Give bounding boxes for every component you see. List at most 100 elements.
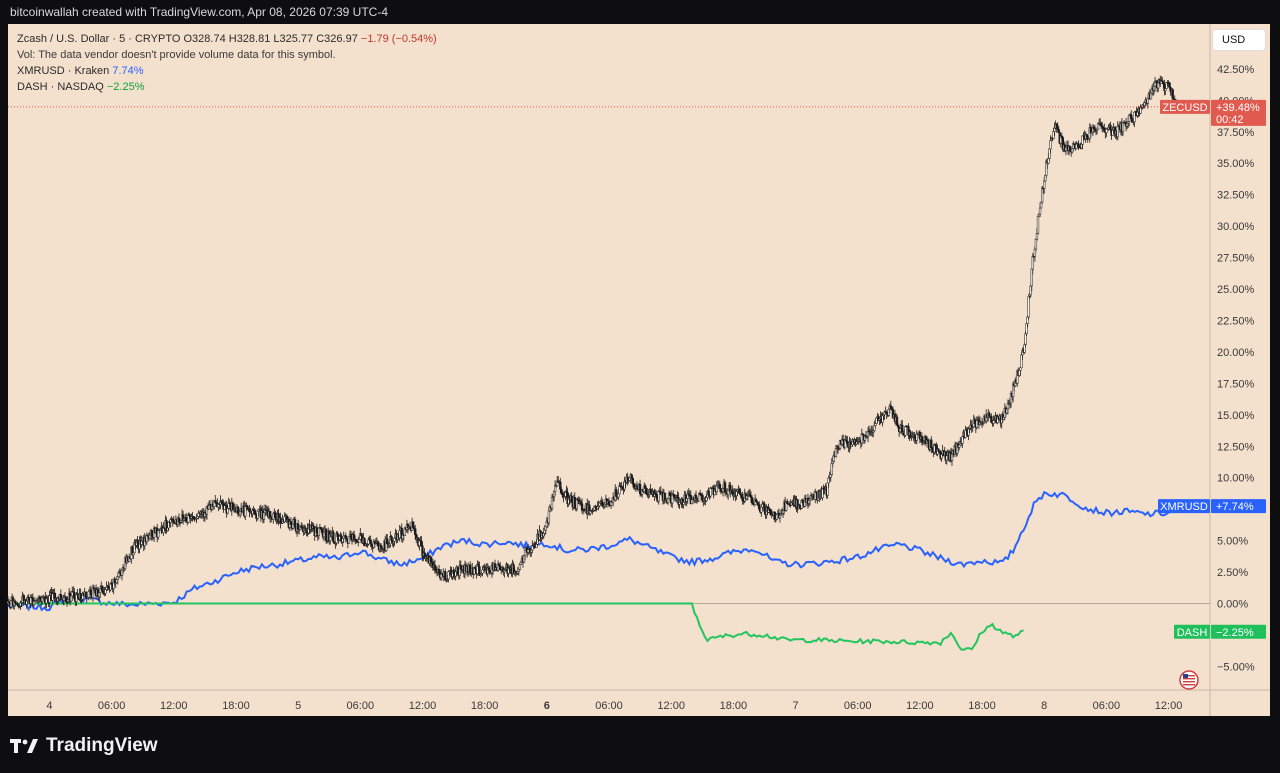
- zec-candle: [1111, 130, 1114, 136]
- currency-button[interactable]: USD: [1212, 29, 1266, 51]
- xmr-legend-label[interactable]: XMRUSD · Kraken: [17, 65, 110, 77]
- zec-candle: [685, 498, 688, 502]
- zec-candle: [896, 424, 900, 428]
- zec-candle: [1152, 85, 1156, 91]
- zec-candle: [760, 506, 763, 513]
- zec-candle: [638, 484, 642, 494]
- y-tick-label: 20.00%: [1217, 347, 1255, 359]
- zec-candle: [1126, 121, 1130, 124]
- zec-value-tag[interactable]: [1211, 99, 1266, 126]
- zec-candle: [393, 537, 396, 542]
- zec-candle: [623, 481, 626, 490]
- y-tick-label: 15.00%: [1217, 410, 1255, 422]
- y-tick-label: 2.50%: [1217, 567, 1248, 579]
- zec-candle: [283, 516, 286, 523]
- ohlc-close: C326.97: [316, 33, 358, 45]
- zec-candle: [632, 483, 636, 488]
- zec-candle: [370, 543, 373, 547]
- zec-candle: [1037, 213, 1041, 218]
- zec-candle: [317, 527, 321, 536]
- zec-candle: [988, 412, 991, 417]
- x-tick-label: 06:00: [595, 700, 623, 712]
- dash-legend-label[interactable]: DASH · NASDAQ: [17, 81, 104, 93]
- y-tick-label: 10.00%: [1217, 473, 1255, 485]
- zec-candle: [390, 536, 393, 541]
- xmr-name-tag[interactable]: [1158, 499, 1210, 514]
- zec-candle: [1085, 134, 1088, 138]
- zec-candle: [341, 538, 344, 543]
- y-tick-label: 32.50%: [1217, 190, 1255, 202]
- zec-candle: [220, 500, 223, 504]
- zec-candle: [881, 415, 884, 423]
- zec-candle: [177, 517, 181, 523]
- dash-legend-value: −2.25%: [106, 81, 145, 93]
- y-tick-label: 42.50%: [1217, 64, 1255, 76]
- zec-candle: [1020, 354, 1023, 369]
- zec-candle: [14, 600, 17, 604]
- zec-candle: [930, 439, 933, 449]
- zec-candle: [1162, 81, 1165, 85]
- zec-candle: [499, 565, 502, 571]
- zec-candle: [739, 492, 742, 496]
- symbol-title[interactable]: Zcash / U.S. Dollar · 5 · CRYPTO: [17, 33, 181, 45]
- zec-candle: [113, 578, 116, 584]
- flag-stripe: [1183, 681, 1195, 683]
- zec-candle: [628, 477, 631, 481]
- zec-candle: [565, 490, 568, 493]
- xmr-series-line[interactable]: [7, 490, 1190, 612]
- zec-candle: [89, 589, 93, 596]
- dash-value-tag[interactable]: [1211, 624, 1266, 639]
- zec-candle: [1019, 367, 1022, 371]
- dash-name-tag[interactable]: [1174, 624, 1210, 639]
- xmr-value-tag[interactable]: [1211, 499, 1266, 514]
- zec-candle: [59, 594, 62, 600]
- x-tick-label: 4: [46, 700, 52, 712]
- zec-candle: [352, 534, 356, 540]
- zec-candle: [452, 570, 455, 574]
- zec-candle: [516, 571, 519, 574]
- zec-candle: [1130, 114, 1133, 119]
- zec-candle: [1048, 148, 1051, 159]
- zec-candle: [27, 597, 30, 601]
- zec-candle: [671, 494, 674, 504]
- zec-candle: [721, 488, 725, 492]
- zec-candle: [834, 448, 838, 458]
- ohlc-open: O328.74: [183, 33, 226, 45]
- zec-candle: [293, 519, 297, 528]
- zec-candle: [105, 586, 108, 590]
- zec-candle: [1034, 238, 1038, 250]
- flag-stripe: [1183, 675, 1195, 677]
- zec-candle: [579, 501, 583, 504]
- zec-candle: [945, 455, 948, 461]
- zec-candle: [150, 529, 154, 536]
- zec-candle: [214, 500, 217, 503]
- zec-candle: [940, 454, 943, 459]
- ohlc-change: −1.79 (−0.54%): [360, 33, 437, 45]
- zec-candle: [1077, 143, 1080, 147]
- zec-candle: [51, 593, 54, 601]
- zec-candle: [192, 516, 195, 520]
- zec-candle: [768, 508, 771, 511]
- zec-candle: [98, 592, 101, 597]
- zec-candle: [322, 531, 326, 538]
- zec-candle: [975, 420, 979, 428]
- zec-candle: [1081, 135, 1084, 145]
- zec-candle: [727, 489, 730, 495]
- zec-candle: [617, 493, 620, 498]
- zec-candle: [523, 550, 527, 556]
- zec-candle: [1038, 207, 1042, 215]
- zec-candle: [829, 474, 832, 478]
- zec-candle: [522, 555, 526, 563]
- zec-candle: [631, 478, 634, 485]
- zec-candle: [663, 493, 667, 501]
- zec-candle: [735, 491, 738, 496]
- dash-series-line[interactable]: [8, 602, 1024, 651]
- zec-candle: [570, 495, 573, 503]
- zec-name-tag[interactable]: [1160, 99, 1210, 114]
- zec-candle: [1092, 126, 1096, 130]
- zec-candle: [927, 439, 930, 443]
- zec-candle: [701, 494, 704, 501]
- zec-candle: [895, 416, 899, 426]
- market-flag-icon[interactable]: [1179, 670, 1199, 690]
